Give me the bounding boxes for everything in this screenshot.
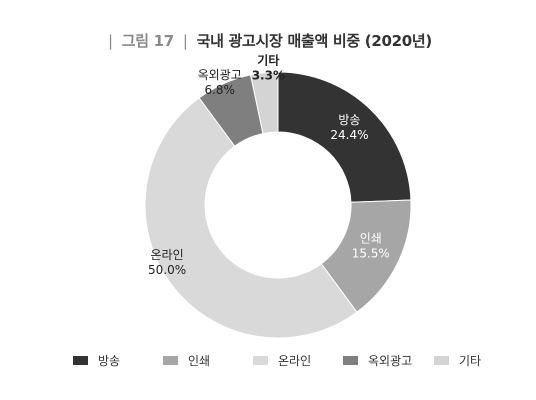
slice-value-기타: 3.3% xyxy=(252,69,285,83)
legend-swatch-인쇄 xyxy=(163,356,178,365)
figure-title: 국내 광고시장 매출액 비중 (2020년) xyxy=(196,32,433,50)
legend-label-온라인: 온라인 xyxy=(278,354,312,368)
legend-item-인쇄: 인쇄 xyxy=(163,352,210,369)
legend-label-인쇄: 인쇄 xyxy=(188,354,211,368)
slice-방송 xyxy=(277,71,412,203)
chart-title: | 그림 17 | 국내 광고시장 매출액 비중 (2020년) xyxy=(0,30,536,51)
figure-label: 그림 17 xyxy=(121,32,175,50)
title-divider-right: | xyxy=(182,32,188,50)
slice-label-옥외광고: 옥외광고 xyxy=(198,68,242,82)
slice-label-인쇄: 인쇄 xyxy=(360,232,382,246)
legend-item-방송: 방송 xyxy=(73,352,120,369)
slice-기타 xyxy=(250,71,279,135)
slice-label-온라인: 온라인 xyxy=(150,248,183,262)
legend-swatch-온라인 xyxy=(253,356,268,365)
slice-value-옥외광고: 6.8% xyxy=(204,83,235,97)
slice-value-인쇄: 15.5% xyxy=(352,247,390,261)
legend-label-방송: 방송 xyxy=(98,354,121,368)
legend-label-옥외광고: 옥외광고 xyxy=(368,354,413,368)
legend-item-옥외광고: 옥외광고 xyxy=(343,352,412,369)
legend-label-기타: 기타 xyxy=(459,354,482,368)
legend-swatch-옥외광고 xyxy=(343,356,358,365)
slice-label-방송: 방송 xyxy=(338,113,360,127)
slice-value-온라인: 50.0% xyxy=(148,263,186,277)
legend-item-기타: 기타 xyxy=(434,352,481,369)
legend-swatch-기타 xyxy=(434,356,449,365)
slice-온라인 xyxy=(144,97,358,339)
legend-swatch-방송 xyxy=(73,356,88,365)
donut-slices xyxy=(144,71,412,339)
slice-value-방송: 24.4% xyxy=(330,128,368,142)
legend-item-온라인: 온라인 xyxy=(253,352,311,369)
chart-legend: 방송 인쇄 온라인 옥외광고 기타 xyxy=(0,352,536,372)
slice-label-기타: 기타 xyxy=(257,53,279,68)
title-divider-left: | xyxy=(108,32,113,50)
